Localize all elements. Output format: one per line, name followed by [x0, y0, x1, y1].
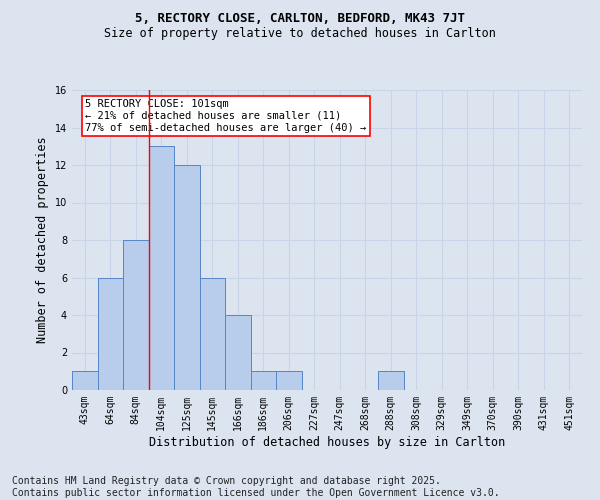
Bar	[72, 371, 97, 390]
Text: Size of property relative to detached houses in Carlton: Size of property relative to detached ho…	[104, 28, 496, 40]
Text: 5, RECTORY CLOSE, CARLTON, BEDFORD, MK43 7JT: 5, RECTORY CLOSE, CARLTON, BEDFORD, MK43…	[135, 12, 465, 26]
Bar	[378, 371, 404, 390]
Bar	[174, 165, 199, 390]
Bar	[225, 315, 251, 390]
Bar	[123, 240, 149, 390]
Text: 5 RECTORY CLOSE: 101sqm
← 21% of detached houses are smaller (11)
77% of semi-de: 5 RECTORY CLOSE: 101sqm ← 21% of detache…	[85, 100, 367, 132]
Bar	[199, 278, 225, 390]
Bar	[97, 278, 123, 390]
Bar	[251, 371, 276, 390]
Bar	[276, 371, 302, 390]
Bar	[149, 146, 174, 390]
Y-axis label: Number of detached properties: Number of detached properties	[36, 136, 49, 344]
Text: Contains HM Land Registry data © Crown copyright and database right 2025.
Contai: Contains HM Land Registry data © Crown c…	[12, 476, 500, 498]
X-axis label: Distribution of detached houses by size in Carlton: Distribution of detached houses by size …	[149, 436, 505, 448]
